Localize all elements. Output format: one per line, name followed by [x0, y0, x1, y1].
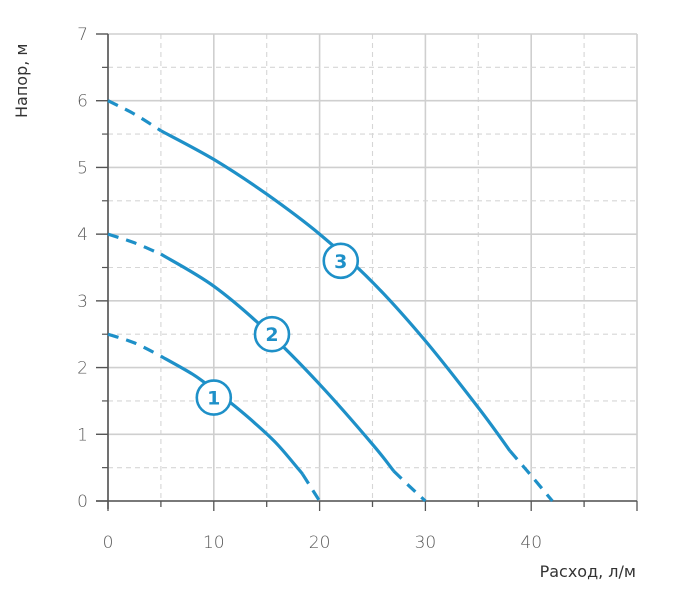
series-1-badge: [195, 379, 233, 416]
y-tick-label: 7: [77, 25, 88, 45]
y-tick-label: 4: [77, 225, 88, 245]
y-tick-label: 1: [77, 425, 88, 445]
series-1-label: 1: [207, 388, 220, 410]
series-3-label: 3: [334, 251, 347, 273]
x-tick-label: 10: [203, 533, 225, 553]
x-tick-label: 40: [520, 533, 542, 553]
series-3-dashed-end: [508, 449, 554, 503]
y-tick-label: 6: [77, 92, 88, 112]
y-tick-label: 0: [77, 492, 88, 512]
y-tick-label: 5: [77, 158, 88, 178]
axes: [96, 33, 638, 511]
y-axis-title: Напор, м: [12, 44, 31, 118]
grid: [107, 33, 638, 502]
series-1-dashed-start: [107, 332, 162, 358]
series-1-line: [160, 354, 304, 476]
series-3-badge: [322, 242, 360, 280]
series-3-dashed-start: [107, 99, 162, 133]
x-axis-title: Расход, л/м: [540, 562, 636, 581]
series-2-label: 2: [265, 324, 278, 346]
series-2: 2: [107, 232, 427, 503]
series-2-badge: [253, 315, 291, 353]
series-3: 3: [107, 99, 554, 503]
curves: 1 2 3: [107, 99, 554, 503]
series-2-dashed-start: [107, 232, 162, 256]
tick-labels: 0 1 2 3 4 5 6 7 0 10 20 30 40: [77, 25, 542, 553]
series-2-dashed-end: [392, 469, 427, 503]
series-1-dashed-end: [301, 473, 321, 502]
x-tick-label: 0: [103, 533, 114, 553]
y-tick-label: 2: [77, 359, 88, 379]
series-1: 1: [107, 332, 321, 502]
x-tick-label: 20: [309, 533, 331, 553]
y-tick-label: 3: [77, 292, 88, 312]
x-tick-label: 30: [415, 533, 437, 553]
series-2-line: [160, 252, 395, 472]
